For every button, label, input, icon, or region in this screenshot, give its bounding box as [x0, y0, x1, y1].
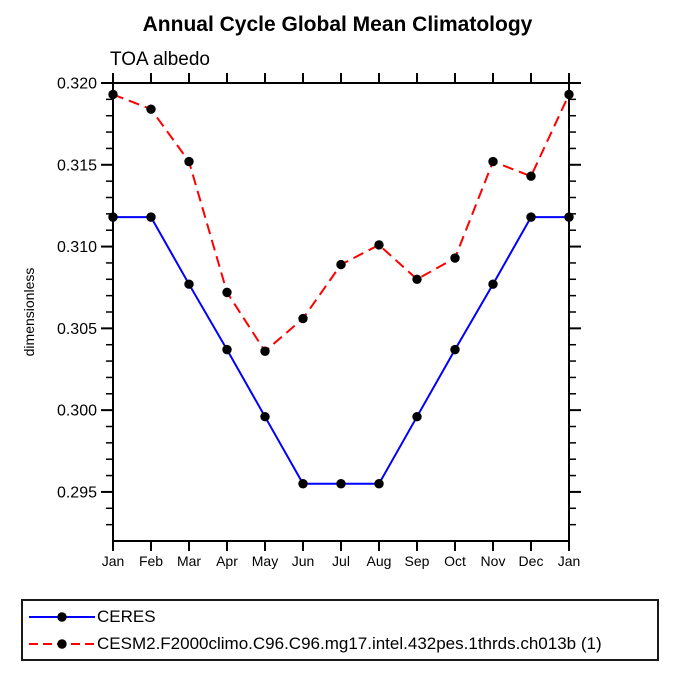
x-tick-label: Aug: [367, 553, 392, 569]
ceres-marker: [222, 344, 232, 355]
cesm2-line-sample: [29, 638, 95, 649]
x-tick-label: Nov: [481, 553, 506, 569]
ceres-marker: [260, 411, 270, 422]
y-tick-label: 0.310: [57, 239, 97, 256]
x-tick-label: Jan: [102, 553, 125, 569]
ceres-marker: [184, 279, 194, 289]
ceres-marker: [412, 411, 422, 422]
cesm2-marker: [108, 89, 118, 100]
x-tick-label: May: [252, 553, 278, 569]
ceres-marker: [298, 479, 308, 489]
cesm2-marker: [184, 156, 194, 167]
cesm2-marker: [146, 104, 156, 114]
x-tick-label: Oct: [444, 553, 466, 569]
cesm2-marker: [298, 313, 308, 324]
y-tick-label: 0.315: [57, 157, 97, 174]
ceres-marker: [488, 279, 498, 289]
y-tick-label: 0.300: [57, 403, 97, 420]
ceres-marker: [564, 212, 574, 222]
cesm2-marker: [374, 240, 384, 250]
cesm2-marker: [412, 274, 422, 284]
y-tick-label: 0.295: [57, 484, 97, 501]
x-tick-label: Dec: [519, 553, 544, 569]
ceres-line-sample: [29, 611, 95, 622]
cesm2-marker: [450, 253, 460, 263]
cesm2-marker: [488, 156, 498, 167]
legend: CERES CESM2.F2000climo.C96.C96.mg17.inte…: [21, 599, 659, 661]
x-tick-label: Sep: [405, 553, 430, 569]
cesm2-marker: [222, 287, 232, 298]
x-tick-label: Jan: [558, 553, 581, 569]
cesm2-marker: [260, 346, 270, 356]
ceres-marker: [526, 212, 536, 222]
x-tick-label: Jun: [292, 553, 315, 569]
ceres-marker: [450, 344, 460, 355]
cesm2-marker: [526, 171, 536, 181]
chart-subtitle: TOA albedo: [110, 49, 211, 70]
ceres-line: [113, 216, 569, 485]
x-tick-label: Mar: [177, 553, 201, 569]
x-tick-label: Jul: [332, 553, 350, 569]
legend-label-cesm2: CESM2.F2000climo.C96.C96.mg17.intel.432p…: [97, 633, 602, 653]
y-tick-label: 0.305: [57, 321, 97, 338]
x-tick-label: Apr: [216, 553, 238, 569]
legend-label-ceres: CERES: [97, 606, 156, 626]
cesm2-marker: [336, 259, 346, 270]
y-tick-label: 0.320: [57, 76, 97, 93]
ceres-marker: [146, 212, 156, 222]
cesm2-line: [112, 93, 570, 353]
x-tick-label: Feb: [139, 553, 163, 569]
ceres-marker: [108, 212, 118, 222]
legend-item-cesm2: CESM2.F2000climo.C96.C96.mg17.intel.432p…: [29, 630, 657, 657]
ceres-marker: [336, 479, 346, 489]
ceres-marker: [374, 479, 384, 489]
cesm2-marker: [564, 89, 574, 100]
legend-item-ceres: CERES: [29, 603, 657, 630]
chart-title: Annual Cycle Global Mean Climatology: [142, 13, 533, 36]
y-axis-label: dimensionless: [21, 268, 37, 357]
